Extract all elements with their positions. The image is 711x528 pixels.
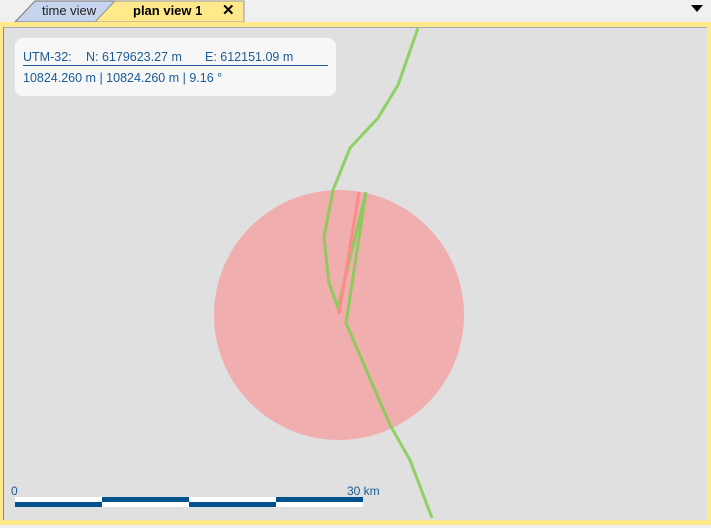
distance-bearing: 10824.260 m | 10824.260 m | 9.16 ° (23, 71, 223, 85)
tab-plan-view-1[interactable]: plan view 1 (133, 0, 202, 22)
easting: E: 612151.09 m (205, 50, 294, 64)
tab-label: plan view 1 (133, 3, 203, 18)
bearing-line (337, 191, 361, 315)
range-circle (214, 190, 464, 440)
scale-start-label: 0 (11, 484, 18, 498)
scale-bar (15, 497, 363, 507)
close-icon[interactable]: ✕ (222, 2, 235, 19)
divider (23, 65, 328, 66)
scale-end-label: 30 km (347, 484, 380, 498)
tab-label: time view (42, 3, 97, 18)
coordinate-info-box: UTM-32: N: 6179623.27 m E: 612151.09 m 1… (15, 38, 336, 96)
tab-time-view[interactable]: time view (42, 0, 96, 22)
utm-zone: UTM-32: (23, 50, 72, 64)
track-line (322, 27, 434, 519)
tab-shapes (13, 0, 245, 23)
dropdown-arrow-icon[interactable] (691, 5, 703, 12)
tab-bar: time view plan view 1 ✕ (0, 0, 711, 23)
northing: N: 6179623.27 m (86, 50, 182, 64)
